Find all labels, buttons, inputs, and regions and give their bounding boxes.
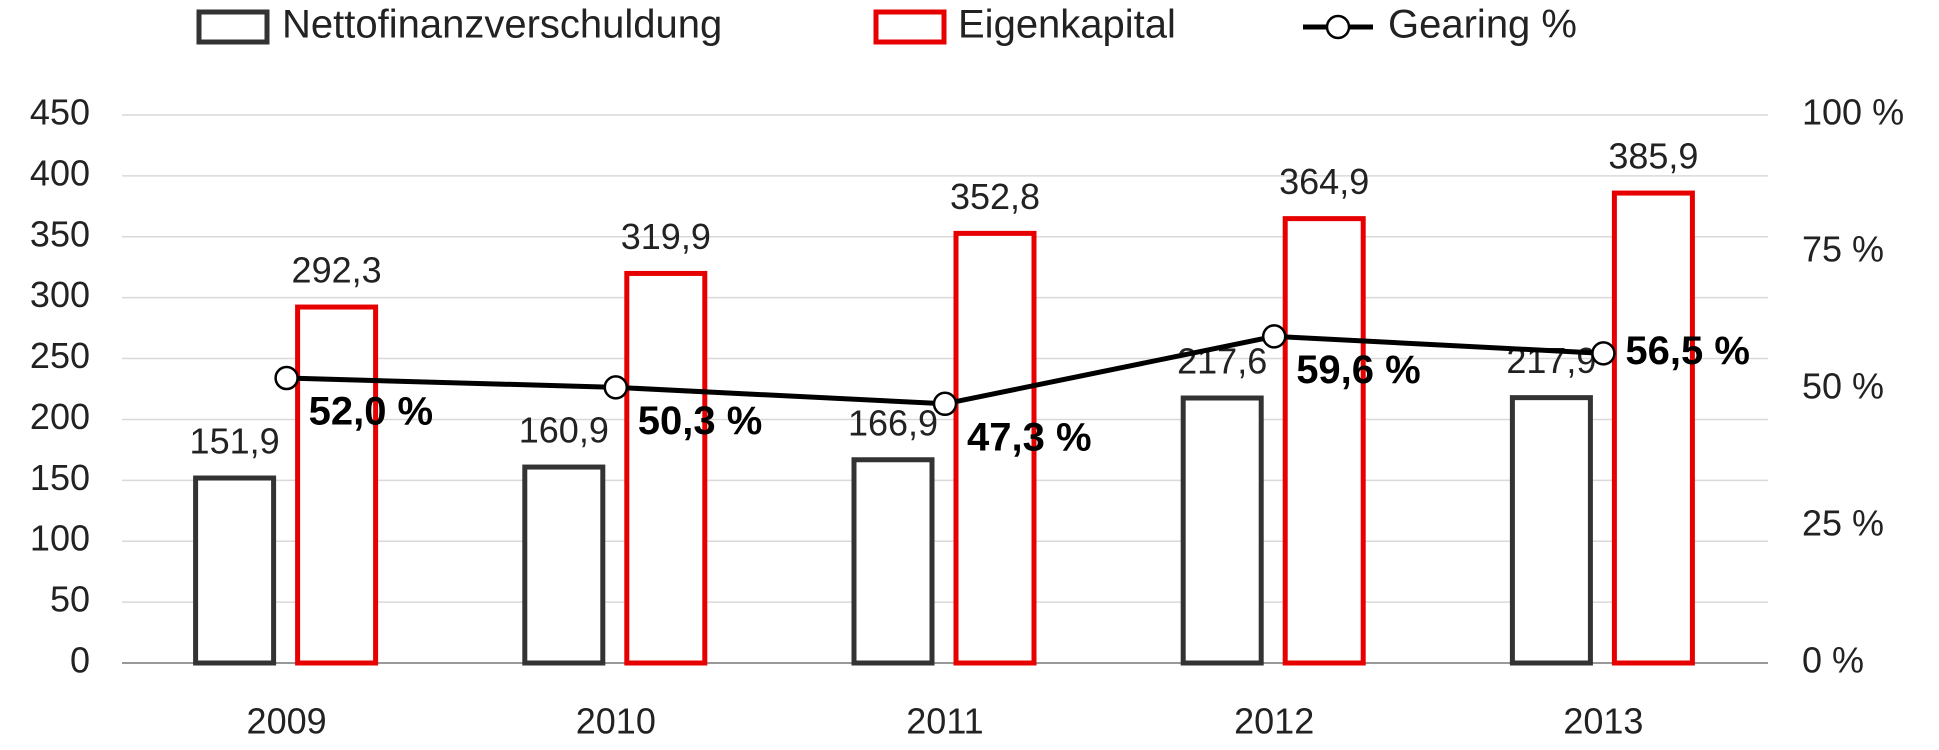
y-tick-label: 400: [30, 152, 90, 193]
bar: [953, 230, 1037, 666]
marker: [274, 365, 299, 391]
value-label: 160,9: [519, 410, 609, 451]
bar: [522, 464, 606, 666]
value-label: 217,9: [1506, 340, 1596, 381]
marker: [603, 375, 629, 400]
bar: [1282, 216, 1366, 666]
bar: [1611, 190, 1695, 666]
x-tick-label: 2012: [1234, 701, 1314, 742]
y-tick-label: 0: [70, 640, 90, 681]
value-label: 50,3 %: [638, 399, 763, 443]
legend-label: Eigenkapital: [958, 3, 1176, 47]
marker: [932, 391, 958, 417]
value-label: 166,9: [848, 402, 938, 443]
y-tick-label: 100: [30, 518, 90, 559]
value-label: 151,9: [190, 421, 280, 462]
y2-tick-label: 75 %: [1802, 229, 1884, 270]
value-label: 319,9: [621, 216, 711, 257]
y-tick-label: 350: [30, 213, 90, 254]
y2-tick-label: 100 %: [1802, 92, 1904, 133]
y2-tick-label: 0 %: [1802, 640, 1864, 681]
legend-label: Nettofinanzverschuldung: [282, 3, 722, 47]
y-tick-label: 450: [30, 92, 90, 133]
value-label: 352,8: [950, 176, 1040, 217]
value-label: 59,6 %: [1296, 348, 1421, 392]
value-label: 292,3: [292, 250, 382, 291]
bar: [851, 457, 935, 666]
bar: [295, 304, 379, 666]
x-tick-label: 2013: [1563, 701, 1643, 742]
bar: [1509, 395, 1593, 666]
value-label: 385,9: [1608, 136, 1698, 177]
bar: [193, 475, 277, 666]
y-tick-label: 150: [30, 457, 90, 498]
x-tick-label: 2010: [576, 701, 656, 742]
legend-swatch: [1325, 14, 1351, 40]
y2-tick-label: 25 %: [1802, 503, 1884, 544]
y-tick-label: 200: [30, 396, 90, 437]
bar: [624, 270, 708, 666]
legend: Nettofinanzverschuldung Eigenkapital Geari…: [196, 3, 1577, 47]
legend-swatch: [873, 9, 947, 45]
marker: [1591, 341, 1616, 366]
marker: [1261, 324, 1287, 349]
value-label: 364,9: [1279, 161, 1369, 202]
value-label: 52,0 %: [309, 390, 434, 434]
x-tick-label: 2009: [247, 701, 327, 742]
x-tick-label: 2011: [906, 701, 983, 742]
y-tick-label: 300: [30, 274, 90, 315]
value-label: 56,5 %: [1625, 329, 1750, 373]
y2-tick-label: 50 %: [1802, 366, 1884, 407]
legend-label: Gearing %: [1388, 3, 1577, 47]
bar: [1180, 395, 1264, 666]
value-label: 47,3 %: [967, 415, 1092, 459]
legend-swatch: [196, 9, 270, 45]
y-tick-label: 50: [50, 579, 90, 620]
y-tick-label: 250: [30, 335, 90, 376]
